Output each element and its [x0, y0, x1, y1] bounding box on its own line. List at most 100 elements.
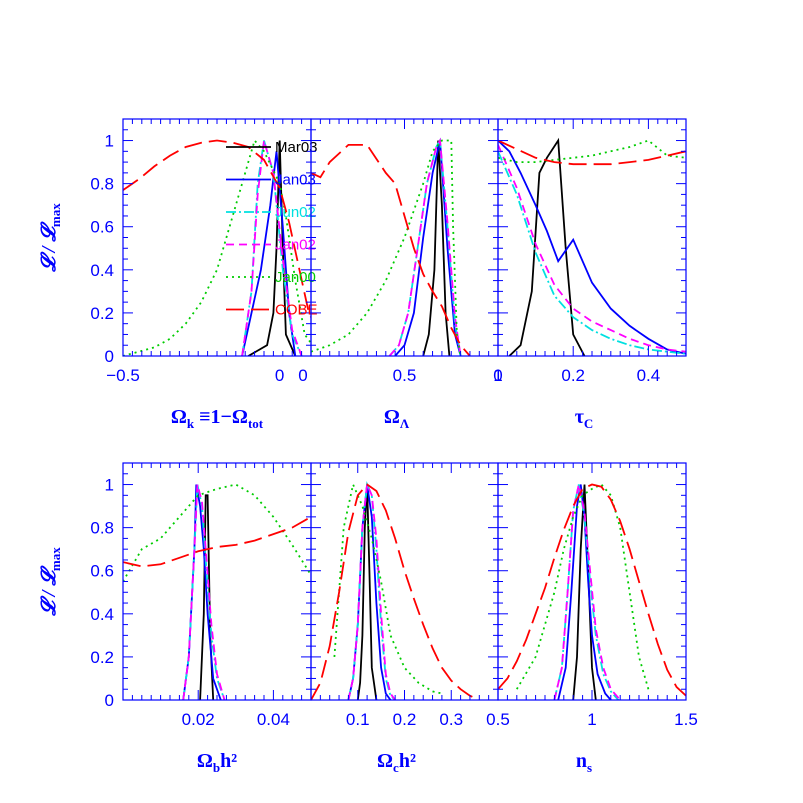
x-label-main: τ	[575, 406, 584, 428]
series-mar03-line	[247, 140, 297, 356]
y-label-main: 𝓛 / 𝓛	[38, 565, 60, 617]
y-tick-label: 0.8	[90, 175, 114, 194]
x-label-sub: b	[213, 760, 220, 775]
x-tick-label: 0.04	[257, 710, 290, 729]
y-tick-label: 0	[105, 691, 114, 710]
series-jan02-line	[388, 137, 462, 356]
x-axis-label: ns	[576, 750, 592, 775]
x-tick-label: −0.5	[106, 366, 140, 385]
x-axis-label: Ωbh²	[197, 750, 237, 775]
series-jan02-line	[553, 484, 621, 700]
x-label-main: Ω	[384, 406, 400, 428]
legend-label-cobe: COBE	[275, 302, 318, 319]
y-tick-label: 0.8	[90, 519, 114, 538]
series-cobe-line	[498, 483, 686, 697]
x-tick-label: 0.3	[439, 710, 463, 729]
series-cobe-line	[311, 144, 471, 356]
series-jan03-line	[498, 139, 686, 355]
x-label-main: Ω	[377, 750, 393, 772]
series-mar03-line	[356, 484, 378, 700]
legend-label-jan03: Jan03	[275, 172, 316, 189]
legend-label-mar03: Mar03	[275, 139, 318, 156]
series-group	[123, 138, 311, 356]
series-jun02-line	[498, 150, 686, 355]
panel-omega_lambda: 0.5 1 ΩΛ	[310, 118, 503, 431]
y-label-main: 𝓛 / 𝓛	[38, 221, 60, 273]
series-jan00-line	[516, 483, 650, 690]
x-axis-label: ΩΛ	[384, 406, 410, 431]
x-label-sub: c	[393, 760, 399, 775]
x-tick-label: 0	[493, 366, 502, 385]
y-tick-label: 1	[105, 476, 114, 495]
x-label-main: n	[576, 750, 587, 772]
x-tick-label: 1	[493, 366, 502, 385]
series-jan02-line	[182, 484, 226, 700]
series-mar03-line	[508, 137, 586, 356]
x-label-sub: C	[584, 416, 593, 431]
x-axis-label: Ωch²	[377, 750, 416, 775]
panel-frame	[310, 462, 499, 701]
series-cobe-line	[123, 516, 311, 568]
y-label-sub: max	[48, 203, 63, 227]
x-axis-label: Ωk ≡1−Ωtot	[171, 406, 264, 431]
panel-omega_k: 00.20.40.60.81−0.5 0 0Ωk ≡1−ΩtotMar03Jan03…	[90, 118, 318, 431]
x-tick-label: 0.02	[182, 710, 215, 729]
series-group	[498, 137, 686, 356]
series-jan03-line	[394, 140, 462, 356]
series-jan02-line	[241, 140, 303, 356]
y-tick-label: 0.4	[90, 605, 114, 624]
x-axis-label: τC	[575, 406, 594, 431]
x-tick-label: 1	[587, 710, 596, 729]
panel-omega_c: 0.1 0.2 0.3 Ωch²	[310, 462, 499, 775]
series-jan02-line	[347, 481, 396, 700]
legend-label-jun02: Jun02	[275, 204, 316, 221]
y-tick-label: 0.2	[90, 304, 114, 323]
series-jan00-line	[311, 139, 462, 356]
series-mar03-line	[572, 484, 597, 700]
series-jun02-line	[241, 140, 303, 356]
x-tick-label: 0.5	[486, 710, 510, 729]
x-tick-label: 0.5	[393, 366, 417, 385]
panel-frame	[122, 462, 312, 701]
x-tick-label: 0	[275, 366, 284, 385]
y-tick-label: 0	[105, 347, 114, 366]
panel-tau: 0 0.2 0.4 τC	[493, 118, 687, 431]
x-label-rest: h²	[220, 750, 237, 772]
series-group	[311, 137, 471, 356]
series-group	[498, 483, 686, 700]
x-tick-label: 1.5	[674, 710, 698, 729]
legend: Mar03 Jan03 Jun02 Jan02 Jan00 COBE	[226, 139, 318, 319]
legend-label-jan00: Jan00	[275, 269, 316, 286]
series-jan00-line	[123, 138, 311, 356]
series-jun02-line	[553, 484, 619, 700]
series-jan00-line	[498, 139, 686, 163]
x-label-sub: k	[187, 416, 195, 431]
series-jan00-line	[333, 481, 443, 695]
x-tick-label: 0.1	[346, 710, 370, 729]
x-label-sub: s	[587, 760, 592, 775]
x-label-rest: ≡1−Ω	[194, 406, 248, 428]
y-label-sub: max	[48, 547, 63, 571]
legend-label-jan02: Jan02	[275, 237, 316, 254]
y-tick-label: 0.2	[90, 648, 114, 667]
x-label-main: Ω	[197, 750, 213, 772]
y-tick-label: 0.6	[90, 218, 114, 237]
x-label-sub: Λ	[400, 416, 410, 431]
series-group	[311, 481, 480, 700]
series-cobe-line	[311, 483, 480, 700]
y-tick-label: 1	[105, 132, 114, 151]
y-axis-label: 𝓛 / 𝓛max	[38, 547, 63, 617]
x-label-sub2: tot	[248, 416, 264, 431]
x-label-main: Ω	[171, 406, 187, 428]
x-tick-label: 0	[298, 366, 307, 385]
x-tick-label: 0.2	[393, 710, 417, 729]
series-cobe-line	[123, 139, 311, 318]
y-tick-label: 0.6	[90, 562, 114, 581]
x-label-rest: h²	[399, 750, 416, 772]
y-axis-label: 𝓛 / 𝓛max	[38, 203, 63, 273]
y-tick-label: 0.4	[90, 261, 114, 280]
panel-n_s: 0.5 1 1.5 ns	[486, 462, 698, 775]
series-group	[123, 483, 311, 700]
